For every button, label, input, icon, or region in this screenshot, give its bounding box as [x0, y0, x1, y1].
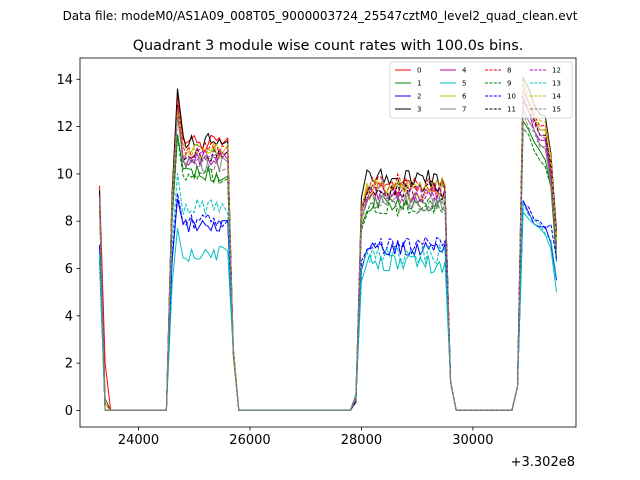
- legend-label-6: 6: [462, 93, 467, 101]
- legend-label-5: 5: [462, 80, 466, 88]
- legend-label-14: 14: [552, 93, 561, 101]
- y-tick-label-4: 4: [65, 309, 73, 324]
- legend-label-2: 2: [417, 93, 421, 101]
- legend-label-8: 8: [507, 67, 511, 75]
- x-tick-label-30000: 30000: [452, 433, 493, 448]
- legend-label-3: 3: [417, 106, 421, 114]
- legend-label-7: 7: [462, 106, 466, 114]
- legend-label-0: 0: [417, 67, 421, 75]
- legend-label-4: 4: [462, 67, 467, 75]
- plot-area: 24000 26000 28000 3000002468101214012345678…: [56, 57, 577, 448]
- legend-label-12: 12: [552, 67, 561, 75]
- series-line-9: [99, 127, 557, 411]
- series-line-5: [99, 210, 557, 411]
- legend-label-15: 15: [552, 106, 561, 114]
- legend-label-10: 10: [507, 93, 516, 101]
- x-tick-label-28000: 28000: [341, 433, 382, 448]
- plot-frame: [79, 57, 577, 428]
- y-tick-label-6: 6: [65, 262, 73, 277]
- y-tick-label-8: 8: [65, 215, 73, 230]
- legend-box: [389, 61, 573, 119]
- x-offset-label: +3.302e8: [511, 455, 575, 470]
- y-tick-label-10: 10: [56, 167, 73, 182]
- y-tick-label-12: 12: [56, 120, 73, 135]
- y-tick-label-0: 0: [65, 404, 73, 419]
- series-line-13: [99, 173, 557, 411]
- suptitle: Data file: modeM0/AS1A09_008T05_90000037…: [63, 9, 578, 23]
- y-tick-label-2: 2: [65, 357, 73, 372]
- chart-title: Quadrant 3 module wise count rates with …: [133, 38, 524, 54]
- legend-label-9: 9: [507, 80, 511, 88]
- legend-label-1: 1: [417, 80, 421, 88]
- x-tick-label-24000: 24000: [118, 433, 159, 448]
- legend-label-11: 11: [507, 106, 516, 114]
- x-tick-label-26000: 26000: [229, 433, 270, 448]
- y-tick-label-14: 14: [56, 73, 73, 88]
- legend-label-13: 13: [552, 80, 561, 88]
- series-line-15: [99, 111, 557, 411]
